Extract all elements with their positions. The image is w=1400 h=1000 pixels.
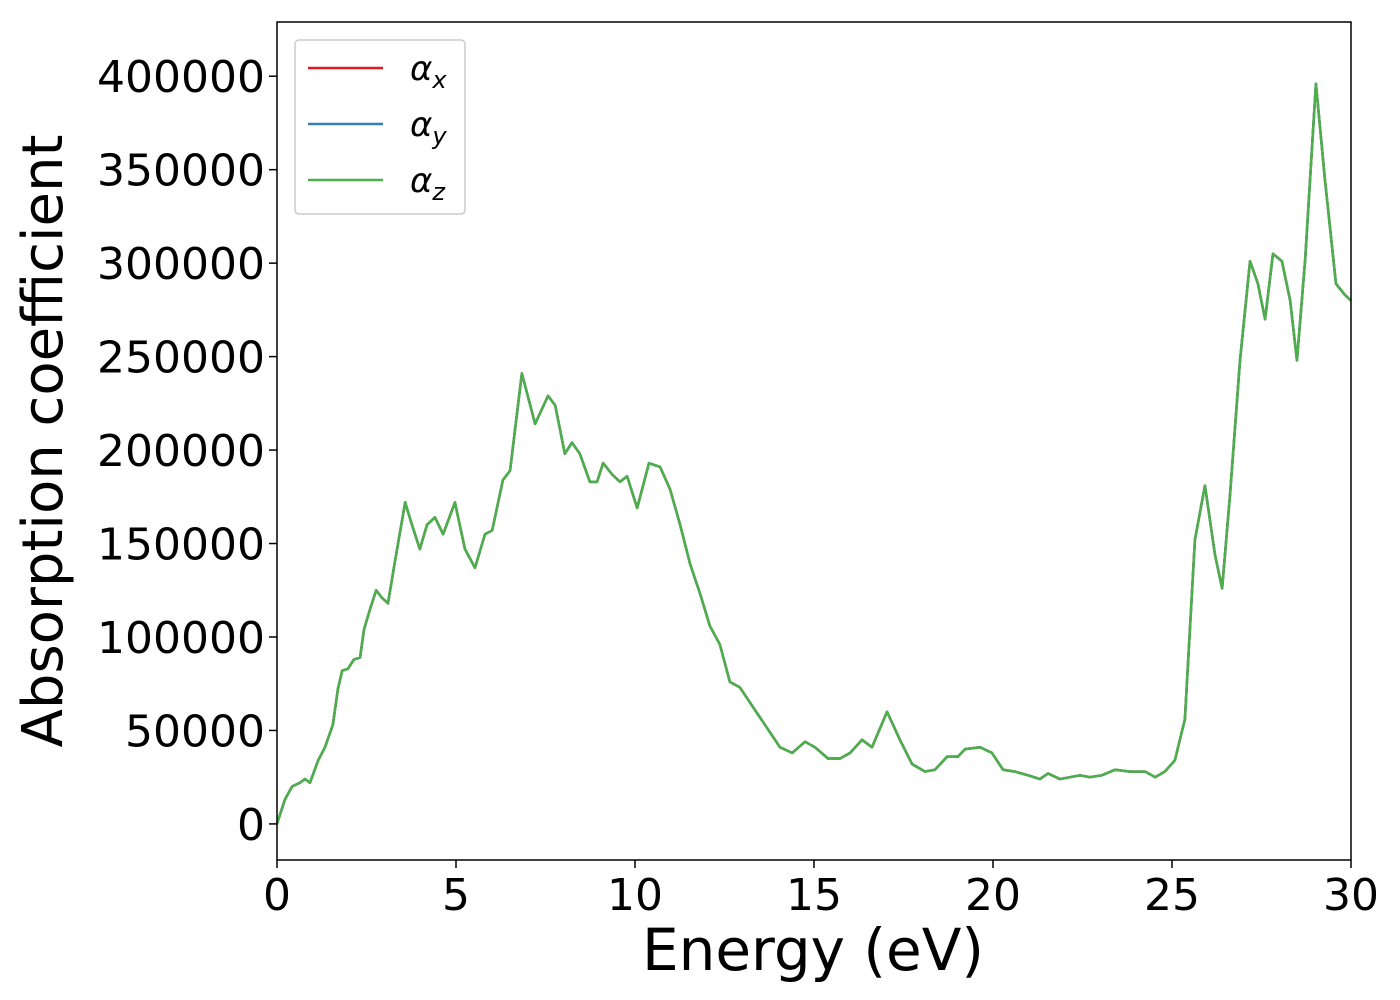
legend: αx αy αz — [294, 39, 466, 215]
y-tick-label: 150000 — [97, 520, 265, 571]
y-tick-label: 200000 — [97, 426, 265, 477]
x-axis-label: Energy (eV) — [642, 916, 984, 984]
y-tick-label: 250000 — [97, 333, 265, 384]
y-tick-label: 50000 — [125, 706, 265, 757]
x-tick-label: 5 — [442, 870, 470, 921]
x-tick-label: 10 — [607, 870, 663, 921]
x-tick-label: 15 — [786, 870, 842, 921]
y-tick-label: 0 — [237, 800, 265, 851]
y-axis-label: Absorption coefficient — [11, 135, 76, 748]
series-line — [275, 82, 1352, 825]
x-tick-label: 30 — [1323, 870, 1379, 921]
legend-box — [294, 39, 466, 215]
legend-label: αx — [410, 49, 447, 94]
legend-label: αz — [410, 161, 446, 206]
y-tick-label: 400000 — [97, 52, 265, 103]
legend-label: αy — [410, 105, 447, 150]
x-tick-label: 20 — [965, 870, 1021, 921]
y-tick-label: 100000 — [97, 613, 265, 664]
x-tick-label: 0 — [263, 870, 291, 921]
x-tick-label: 25 — [1144, 870, 1200, 921]
y-tick-label: 350000 — [97, 146, 265, 197]
plot-frame — [276, 21, 1352, 861]
y-tick-label: 300000 — [97, 239, 265, 290]
